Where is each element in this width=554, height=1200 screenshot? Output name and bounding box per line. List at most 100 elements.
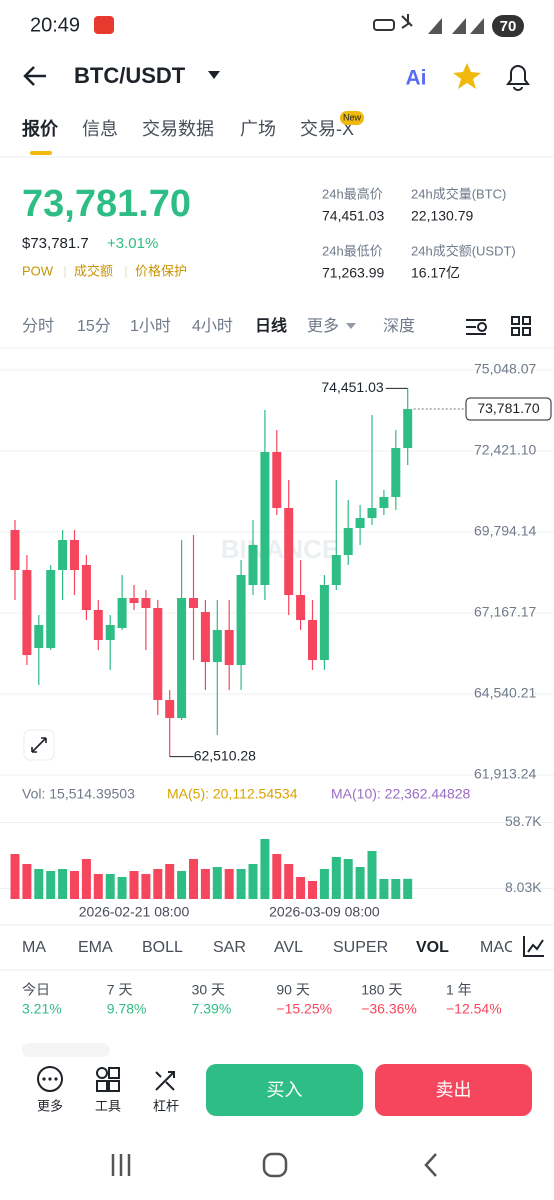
tag[interactable]: 成交额 bbox=[74, 263, 113, 278]
indicator-tab[interactable]: AVL bbox=[274, 939, 303, 956]
indicator-tab[interactable]: MAC bbox=[480, 939, 516, 956]
volume-bar bbox=[46, 870, 56, 899]
volume-bar bbox=[34, 868, 44, 899]
chart-settings-button[interactable] bbox=[466, 319, 487, 335]
interval-tab[interactable]: 1小时 bbox=[130, 317, 171, 335]
tab-indicator bbox=[30, 151, 52, 155]
tag[interactable]: 价格保护 bbox=[135, 263, 187, 278]
buy-label[interactable]: 买入 bbox=[267, 1080, 303, 1100]
candle-body bbox=[105, 625, 115, 641]
candle-body bbox=[153, 608, 163, 701]
indicator-tab[interactable]: SAR bbox=[213, 939, 246, 956]
indicator-settings[interactable] bbox=[523, 936, 544, 957]
new-badge bbox=[340, 111, 364, 125]
tag[interactable]: POW bbox=[22, 263, 54, 278]
last-price-box bbox=[465, 397, 552, 421]
more-dropdown[interactable] bbox=[346, 323, 356, 329]
volume-bar bbox=[308, 880, 317, 899]
indicator-tab[interactable]: SUPER bbox=[333, 939, 388, 956]
tab[interactable]: 信息 bbox=[82, 119, 118, 139]
layout-button[interactable] bbox=[511, 316, 531, 336]
candle-body bbox=[34, 625, 44, 649]
ai-button[interactable]: Ai bbox=[406, 67, 427, 90]
interval-tab[interactable]: 更多 bbox=[307, 317, 339, 335]
buy-button[interactable] bbox=[206, 1064, 363, 1116]
alert-button[interactable] bbox=[506, 65, 530, 91]
new-badge-text: New bbox=[343, 112, 362, 122]
tab[interactable]: 广场 bbox=[240, 119, 276, 139]
volume-bar bbox=[70, 870, 79, 899]
period-change: 7.39% bbox=[192, 1001, 232, 1017]
period-change: 9.78% bbox=[107, 1001, 147, 1017]
pair-dropdown[interactable] bbox=[208, 71, 220, 79]
candle-body bbox=[403, 409, 413, 449]
candle-body bbox=[391, 448, 401, 498]
stat-value: 22,130.79 bbox=[411, 208, 473, 224]
candle-body bbox=[331, 555, 341, 585]
period-label: 30 天 bbox=[192, 982, 225, 998]
volume-bar bbox=[355, 867, 365, 899]
candle-body bbox=[355, 518, 365, 529]
y-tick-label: 61,913.24 bbox=[474, 766, 536, 782]
stat-label: 24h成交额(USDT) bbox=[411, 243, 516, 258]
volume-bar bbox=[165, 863, 175, 899]
candle-body bbox=[165, 700, 175, 719]
interval-tab[interactable]: 分时 bbox=[22, 317, 54, 335]
watermark: BINANCE bbox=[221, 534, 339, 564]
back-nav-button[interactable] bbox=[424, 1153, 437, 1177]
candle-body bbox=[272, 452, 282, 509]
y-tick-label: 69,794.14 bbox=[474, 523, 536, 539]
volume-bar bbox=[177, 870, 187, 899]
candle-body bbox=[177, 598, 187, 719]
chart-area: 75,048.07 72,421.10 69,794.14 67,167.17 64,5… bbox=[0, 361, 554, 920]
indicator-tab[interactable]: MA bbox=[22, 939, 46, 956]
sell-label[interactable]: 卖出 bbox=[436, 1080, 472, 1100]
last-price-label: 73,781.70 bbox=[477, 400, 539, 416]
tab[interactable]: 报价 bbox=[22, 118, 59, 139]
candle-body bbox=[93, 610, 103, 641]
y-tick-label: 67,167.17 bbox=[474, 604, 536, 620]
action-label[interactable]: 工具 bbox=[95, 1098, 121, 1113]
volume-bar bbox=[260, 838, 270, 899]
stat-value: 16.17亿 bbox=[411, 265, 460, 281]
period-label: 今日 bbox=[22, 982, 50, 998]
tab[interactable]: 交易-X bbox=[300, 119, 354, 139]
indicator-tab[interactable]: BOLL bbox=[142, 939, 183, 956]
more-icon[interactable] bbox=[37, 1066, 63, 1092]
volume-bar bbox=[343, 858, 353, 899]
volume-bar bbox=[117, 877, 127, 899]
volume-legend: MA(10): 22,362.44828 bbox=[331, 786, 471, 802]
candle-body bbox=[141, 598, 151, 609]
interval-tab[interactable]: 深度 bbox=[383, 317, 415, 335]
interval-tab[interactable]: 4小时 bbox=[192, 317, 233, 335]
volume-bar bbox=[236, 868, 246, 899]
candle-body bbox=[22, 570, 32, 656]
volume-bar bbox=[367, 850, 377, 899]
home-button[interactable] bbox=[262, 1152, 288, 1178]
tab[interactable]: 交易数据 bbox=[142, 119, 214, 139]
change-percent: +3.01% bbox=[107, 235, 158, 252]
sell-button[interactable] bbox=[375, 1064, 532, 1116]
volume-bar bbox=[189, 858, 198, 899]
tools-icon[interactable] bbox=[96, 1067, 120, 1092]
key-icon bbox=[373, 19, 395, 31]
high-label: 74,451.03 bbox=[321, 379, 383, 395]
candle-body bbox=[319, 584, 329, 661]
indicator-tab[interactable]: EMA bbox=[78, 939, 113, 956]
indicator-tab[interactable]: VOL bbox=[416, 939, 449, 956]
leverage-icon[interactable] bbox=[155, 1071, 175, 1091]
back-button[interactable] bbox=[23, 66, 46, 86]
action-label[interactable]: 杠杆 bbox=[153, 1098, 179, 1113]
period-label: 1 年 bbox=[446, 982, 472, 998]
interval-tab[interactable]: 日线 bbox=[255, 316, 287, 335]
candle-body bbox=[200, 612, 210, 663]
interval-tab[interactable]: 15分 bbox=[77, 317, 111, 335]
stat-label: 24h成交量(BTC) bbox=[411, 186, 506, 201]
volume-bar bbox=[129, 870, 139, 899]
action-label[interactable]: 更多 bbox=[37, 1098, 63, 1113]
volume-bar bbox=[93, 873, 103, 899]
pair-title[interactable]: BTC/USDT bbox=[74, 63, 186, 88]
recents-button[interactable] bbox=[111, 1154, 131, 1176]
favorite-button[interactable] bbox=[453, 63, 481, 89]
candle-body bbox=[367, 508, 377, 519]
